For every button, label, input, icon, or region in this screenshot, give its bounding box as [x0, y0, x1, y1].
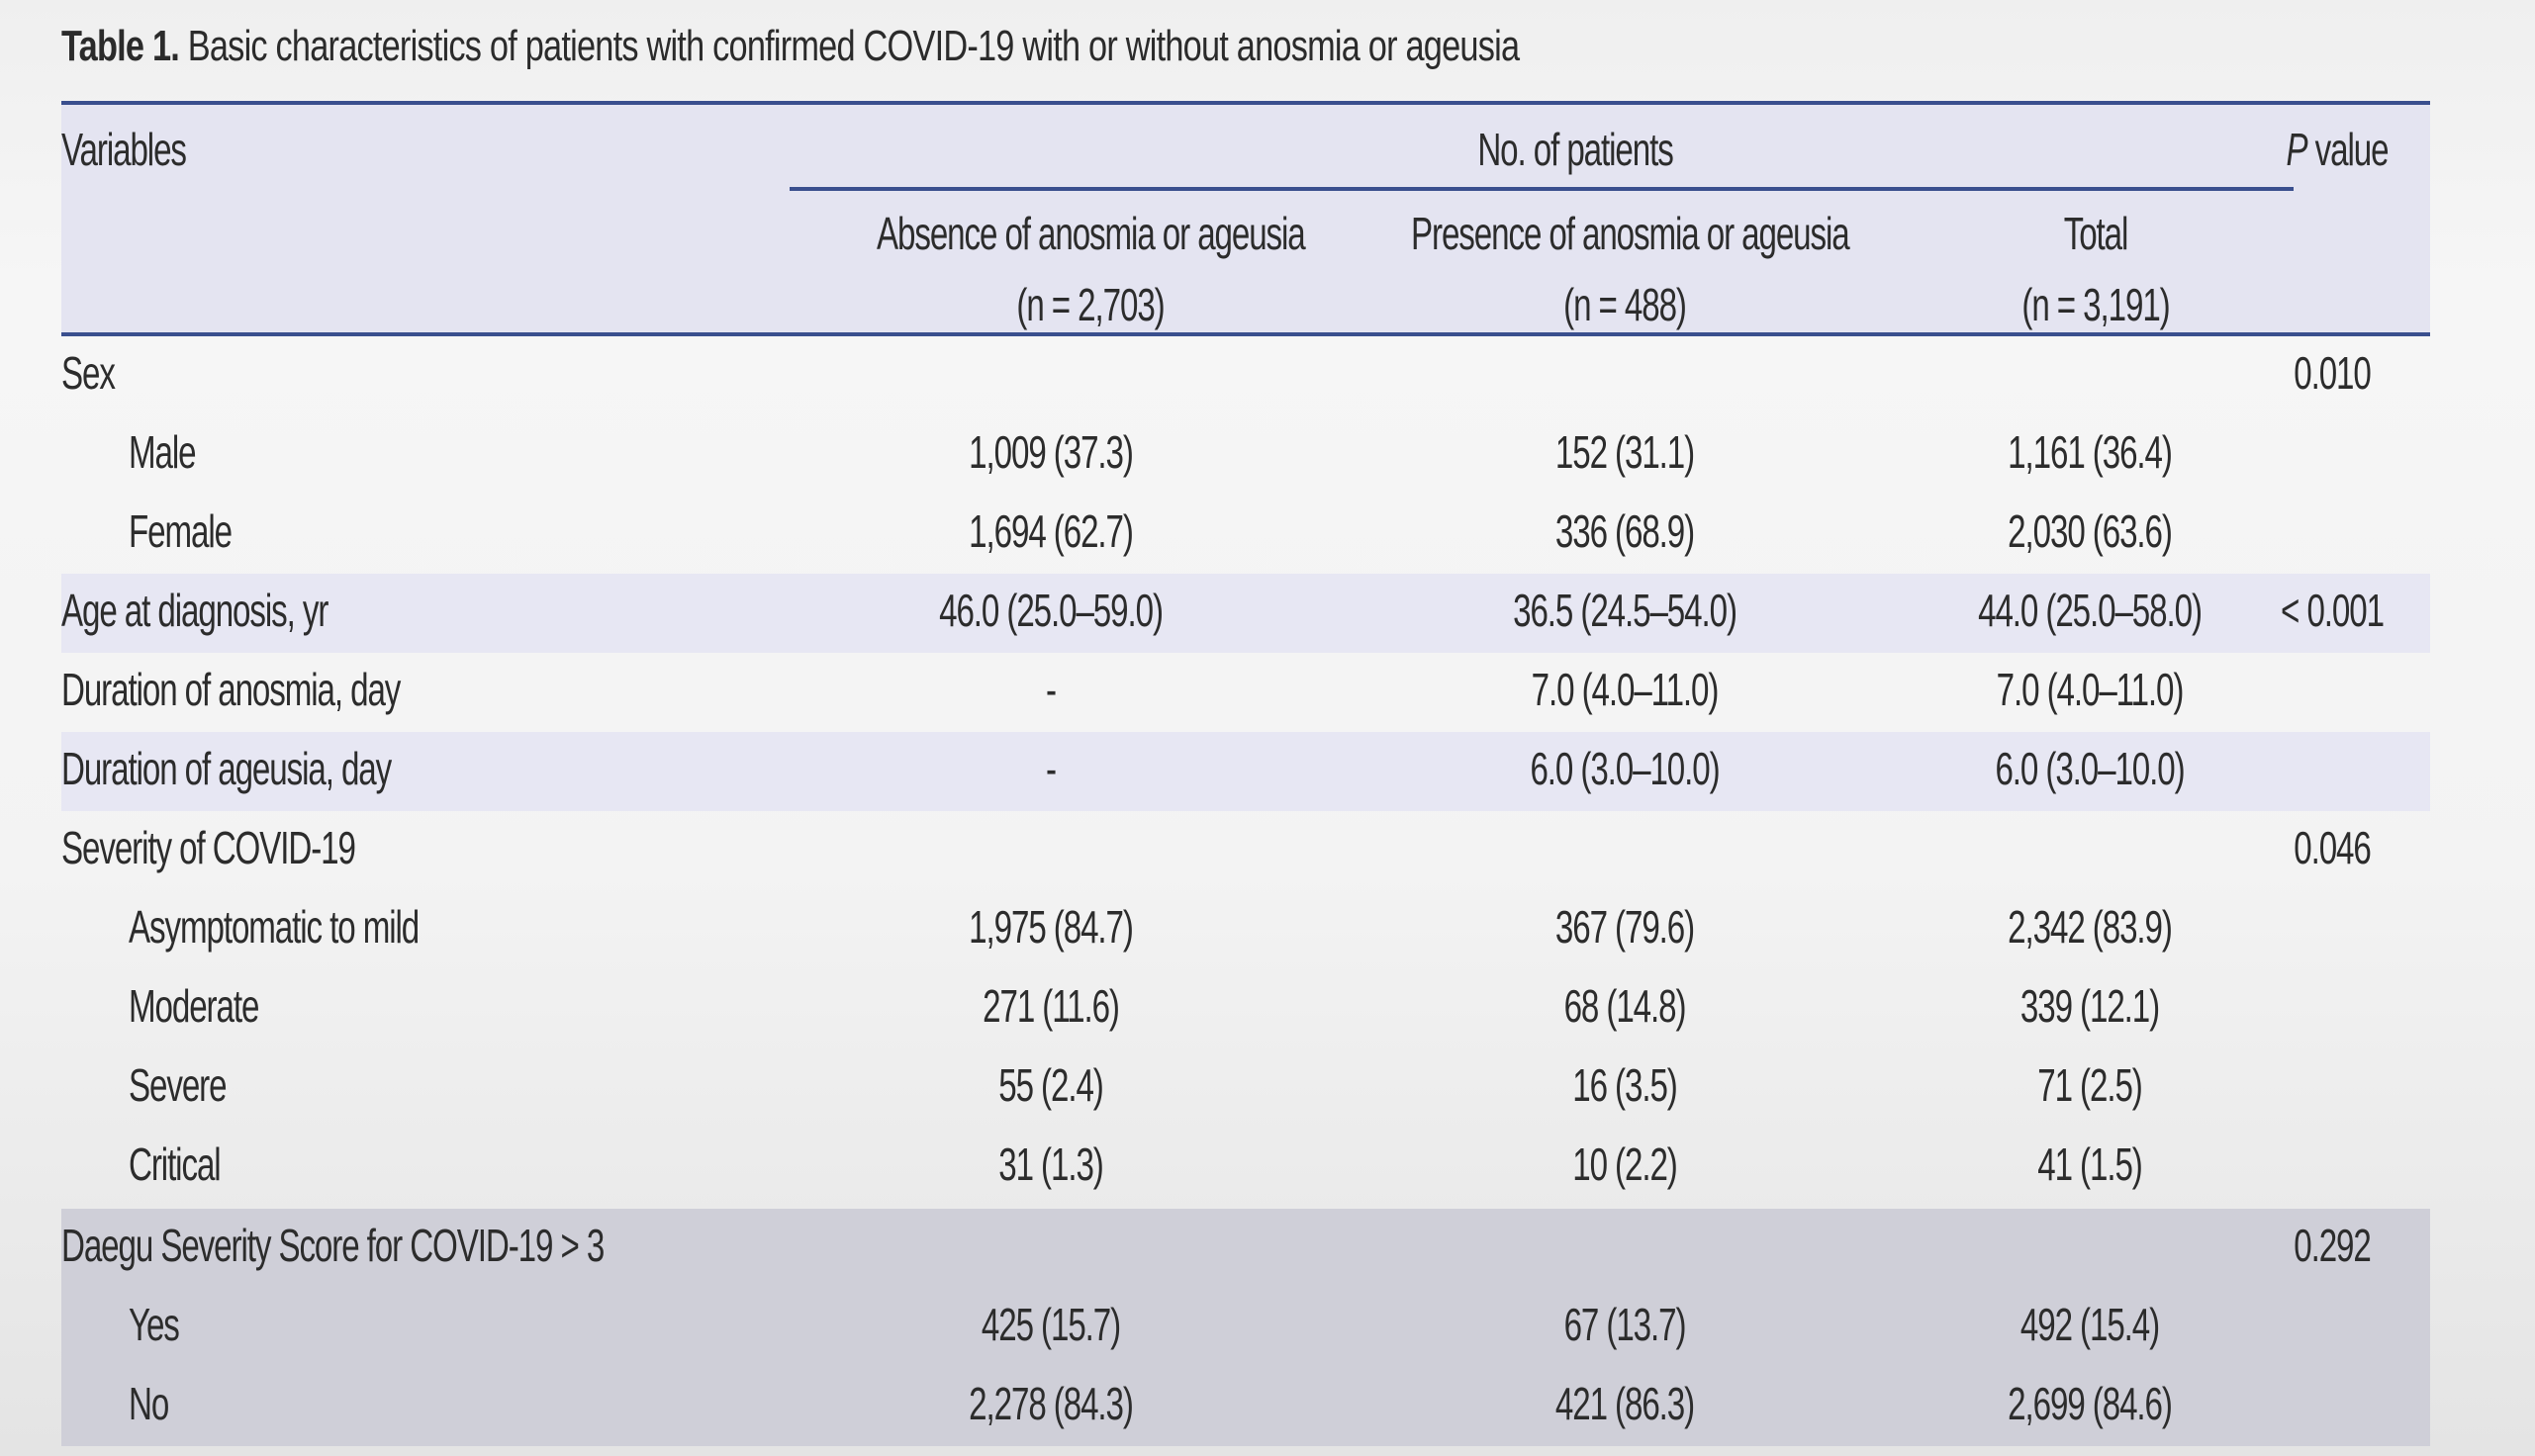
row-total: 7.0 (4.0–11.0): [1996, 664, 2185, 715]
row-absence: 46.0 (25.0–59.0): [939, 585, 1164, 636]
table-row: Age at diagnosis, yr 46.0 (25.0–59.0) 36…: [61, 574, 2430, 653]
row-label: Sex: [61, 347, 116, 399]
row-label: Male: [129, 426, 197, 478]
row-label: Duration of anosmia, day: [61, 664, 401, 715]
row-absence: 2,278 (84.3): [969, 1378, 1134, 1429]
header-col-presence: Presence of anosmia or ageusia (n = 488): [1411, 198, 1850, 340]
row-total: 339 (12.1): [2019, 980, 2160, 1032]
header-col-presence-line2: (n = 488): [1563, 279, 1687, 330]
row-presence: 16 (3.5): [1572, 1059, 1678, 1111]
row-p-value: 0.010: [2294, 347, 2372, 399]
table-row: Male 1,009 (37.3) 152 (31.1) 1,161 (36.4…: [61, 415, 2430, 495]
header-p-rest: value: [2306, 124, 2390, 175]
row-total: 71 (2.5): [2037, 1059, 2143, 1111]
header-bottom-rule: [61, 332, 2430, 336]
row-label: Critical: [129, 1138, 222, 1190]
table-row: Moderate 271 (11.6) 68 (14.8) 339 (12.1): [61, 969, 2430, 1048]
row-label: Duration of ageusia, day: [61, 743, 392, 794]
header-col-absence-line2: (n = 2,703): [1016, 279, 1165, 330]
row-total: 41 (1.5): [2037, 1138, 2143, 1190]
row-absence: -: [1046, 743, 1057, 794]
row-label: Asymptomatic to mild: [129, 901, 420, 953]
row-absence: 55 (2.4): [998, 1059, 1104, 1111]
row-total: 44.0 (25.0–58.0): [1978, 585, 2203, 636]
table-row: Critical 31 (1.3) 10 (2.2) 41 (1.5): [61, 1128, 2430, 1207]
row-presence: 336 (68.9): [1554, 505, 1695, 557]
row-presence: 10 (2.2): [1572, 1138, 1678, 1190]
row-absence: 425 (15.7): [981, 1299, 1121, 1350]
header-no-of-patients: No. of patients: [1477, 124, 1673, 175]
table-header: Variables No. of patients P value Absenc…: [61, 105, 2430, 336]
table-row: Yes 425 (15.7) 67 (13.7) 492 (15.4): [61, 1288, 2430, 1367]
header-col-total-line1: Total: [2063, 208, 2129, 259]
row-label: Age at diagnosis, yr: [61, 585, 329, 636]
row-p-value: 0.292: [2294, 1220, 2372, 1271]
row-presence: 152 (31.1): [1554, 426, 1695, 478]
row-total: 2,342 (83.9): [2008, 901, 2173, 953]
row-presence: 7.0 (4.0–11.0): [1531, 664, 1720, 715]
header-p-italic: P: [2286, 124, 2308, 175]
row-total: 6.0 (3.0–10.0): [1995, 743, 2185, 794]
row-label: No: [129, 1378, 169, 1429]
row-presence: 36.5 (24.5–54.0): [1513, 585, 1737, 636]
row-p-value: 0.046: [2294, 822, 2372, 873]
row-absence: 271 (11.6): [983, 980, 1120, 1032]
row-label: Severity of COVID-19: [61, 822, 356, 873]
row-presence: 67 (13.7): [1563, 1299, 1687, 1350]
header-col-absence-line1: Absence of anosmia or ageusia: [877, 208, 1306, 259]
row-absence: 1,009 (37.3): [969, 426, 1134, 478]
row-label: Daegu Severity Score for COVID-19 > 3: [61, 1220, 605, 1271]
table-top-rule: [61, 101, 2430, 105]
table-row: Daegu Severity Score for COVID-19 > 3 0.…: [61, 1209, 2430, 1288]
header-variables: Variables: [61, 124, 187, 175]
row-absence: 1,694 (62.7): [969, 505, 1134, 557]
row-total: 2,030 (63.6): [2008, 505, 2173, 557]
row-total: 2,699 (84.6): [2008, 1378, 2173, 1429]
table-caption-text: Basic characteristics of patients with c…: [179, 22, 1520, 70]
row-label: Moderate: [129, 980, 259, 1032]
row-presence: 367 (79.6): [1554, 901, 1695, 953]
table-caption: Table 1. Basic characteristics of patien…: [61, 22, 1520, 71]
row-label: Female: [129, 505, 233, 557]
header-group-rule: [790, 187, 2294, 191]
row-total: 492 (15.4): [2019, 1299, 2160, 1350]
table-row: Female 1,694 (62.7) 336 (68.9) 2,030 (63…: [61, 495, 2430, 574]
table-row: Severity of COVID-19 0.046: [61, 811, 2430, 890]
row-p-value: < 0.001: [2281, 585, 2385, 636]
table-row: Severe 55 (2.4) 16 (3.5) 71 (2.5): [61, 1048, 2430, 1128]
header-col-presence-line1: Presence of anosmia or ageusia: [1411, 208, 1850, 259]
row-total: 1,161 (36.4): [2008, 426, 2173, 478]
row-label: Severe: [129, 1059, 228, 1111]
table-row: Duration of anosmia, day - 7.0 (4.0–11.0…: [61, 653, 2430, 732]
header-p-value: P value: [2266, 123, 2408, 176]
table-row: Sex 0.010: [61, 336, 2430, 415]
row-absence: 31 (1.3): [998, 1138, 1104, 1190]
table-row: No 2,278 (84.3) 421 (86.3) 2,699 (84.6): [61, 1367, 2430, 1446]
header-col-absence: Absence of anosmia or ageusia (n = 2,703…: [877, 198, 1306, 340]
table-row: Duration of ageusia, day - 6.0 (3.0–10.0…: [61, 732, 2430, 811]
header-col-total: Total (n = 3,191): [1882, 198, 2309, 340]
row-label: Yes: [129, 1299, 180, 1350]
table-row: Asymptomatic to mild 1,975 (84.7) 367 (7…: [61, 890, 2430, 969]
table-caption-label: Table 1.: [61, 22, 180, 70]
row-presence: 68 (14.8): [1563, 980, 1687, 1032]
header-col-total-line2: (n = 3,191): [2021, 279, 2170, 330]
row-presence: 421 (86.3): [1554, 1378, 1695, 1429]
row-absence: 1,975 (84.7): [969, 901, 1134, 953]
row-presence: 6.0 (3.0–10.0): [1530, 743, 1720, 794]
row-absence: -: [1046, 664, 1057, 715]
